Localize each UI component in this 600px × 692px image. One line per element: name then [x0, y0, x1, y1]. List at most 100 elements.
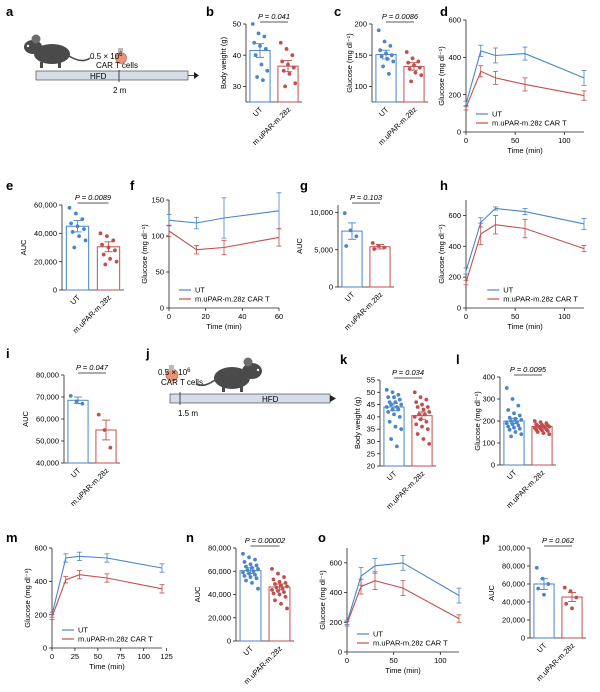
y-axis-label: Body weight (g) [219, 36, 228, 89]
data-point [276, 571, 280, 576]
data-point [412, 390, 417, 395]
timeline-bar [35, 70, 189, 81]
x-tick-label: UT [241, 644, 255, 658]
y-tick-label: 0 [457, 304, 461, 313]
y-tick-label: 0 [491, 461, 495, 470]
y-tick-label: 400 [482, 373, 495, 382]
data-point [75, 224, 80, 229]
y-tick-label: 200 [448, 273, 461, 282]
data-point [562, 585, 567, 590]
y-tick-label: 0 [329, 283, 333, 292]
data-point [384, 387, 389, 392]
time-label: 1.5 m [178, 409, 198, 418]
diet-label: HFD [262, 395, 279, 404]
x-axis-label: Time (min) [385, 666, 421, 675]
y-tick-label: 60,000 [208, 567, 231, 576]
data-point [506, 408, 511, 412]
data-point [516, 423, 521, 428]
data-point [72, 245, 77, 250]
data-point [285, 606, 289, 611]
data-point [287, 72, 292, 76]
y-tick-label: 400 [448, 53, 461, 62]
x-tick-label: 75 [117, 652, 125, 661]
y-tick-label: 40,000 [34, 229, 57, 238]
data-point [399, 427, 404, 432]
data-point [392, 395, 396, 400]
y-tick-label: 40,000 [36, 459, 59, 468]
y-tick-label: 60,000 [34, 201, 57, 210]
legend-label: m.uPAR-m.28z CAR T [195, 295, 270, 304]
data-point [389, 53, 394, 58]
data-point [392, 412, 396, 417]
y-tick-label: 600 [329, 558, 342, 567]
y-axis-label: Glucose (mg dl⁻¹) [23, 568, 32, 628]
x-tick-label: UT [385, 469, 399, 483]
data-point [285, 584, 289, 589]
data-point [424, 419, 429, 424]
panel-letter-a: a [6, 4, 14, 19]
bar-ut [533, 583, 555, 639]
data-point [293, 81, 298, 86]
data-point [541, 431, 546, 435]
data-point [379, 54, 384, 59]
panel-letter-m: m [6, 530, 18, 545]
series-line-ut [465, 207, 585, 272]
data-point [273, 582, 277, 586]
data-point [80, 401, 85, 406]
data-point [96, 412, 101, 417]
y-tick-label: 400 [34, 577, 47, 586]
data-point [574, 595, 579, 600]
data-point [390, 390, 395, 395]
data-point [568, 589, 573, 594]
y-tick-label: 80,000 [502, 562, 525, 571]
data-point [381, 64, 385, 69]
data-point [547, 432, 552, 437]
series-line-car [168, 230, 280, 251]
data-point [376, 28, 381, 33]
legend-label: UT [195, 286, 205, 295]
diet-label: HFD [90, 72, 107, 81]
data-point [252, 40, 257, 45]
y-tick-label: 5,000 [314, 245, 333, 254]
bar-car [96, 246, 121, 291]
data-point [513, 430, 518, 434]
data-point [342, 211, 347, 216]
data-point [245, 568, 250, 572]
y-axis-label: Glucose (mg dl⁻¹) [318, 570, 327, 630]
legend-label: m.uPAR-m.28z CAR T [373, 639, 448, 648]
data-point [427, 441, 432, 446]
data-point [425, 427, 430, 432]
data-point [254, 576, 259, 581]
data-point [113, 248, 117, 253]
p-value: P = 0.034 [392, 368, 424, 377]
data-point [277, 579, 282, 584]
data-point [542, 592, 546, 597]
data-point [100, 242, 104, 247]
y-tick-label: 20 [367, 462, 375, 471]
data-point [280, 59, 285, 64]
data-point [372, 247, 377, 251]
y-tick-label: 55 [367, 376, 375, 385]
cells-label: CAR T cells [96, 61, 138, 70]
data-point [417, 65, 422, 70]
data-point [393, 424, 398, 429]
x-tick-label: UT [68, 293, 82, 307]
data-point [418, 417, 423, 422]
data-point [519, 432, 524, 437]
data-point [510, 422, 515, 427]
data-point [507, 427, 512, 432]
legend-label: m.uPAR-m.28z CAR T [78, 635, 153, 644]
y-tick-label: 0 [43, 644, 47, 653]
panel-letter-p: p [482, 530, 490, 545]
y-tick-label: 0 [338, 648, 342, 657]
y-tick-label: 40 [233, 51, 241, 60]
data-point [424, 397, 429, 402]
data-point [404, 50, 409, 54]
panel-letter-b: b [206, 4, 214, 19]
data-point [535, 430, 540, 434]
x-tick-label: 50 [389, 656, 397, 665]
y-tick-label: 20,000 [208, 613, 231, 622]
